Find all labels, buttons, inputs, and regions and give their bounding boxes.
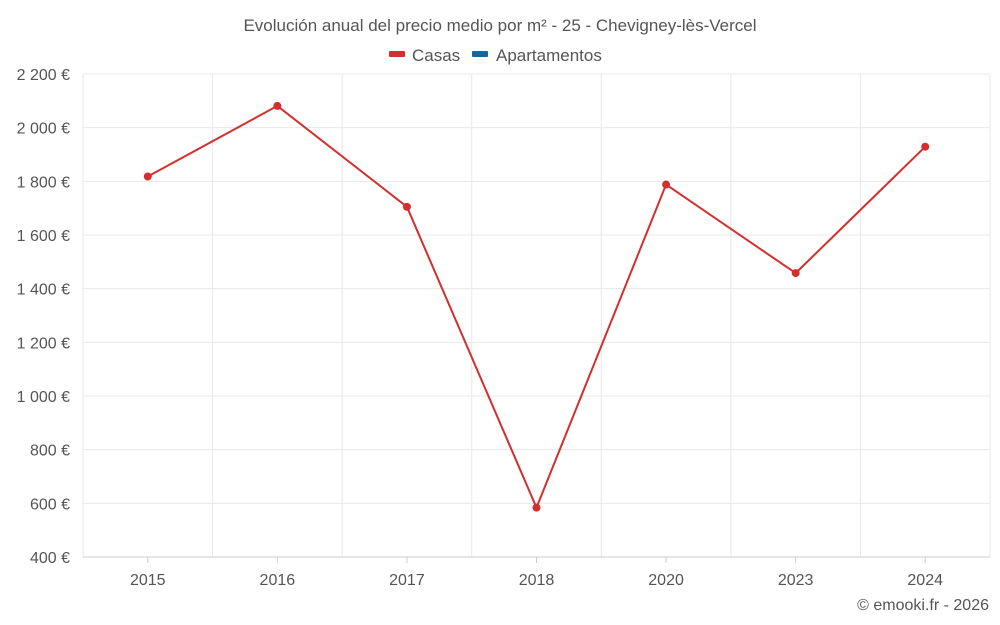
x-tick-label: 2015 [130,572,166,589]
series-casas [143,101,930,512]
x-tick-label: 2018 [519,572,555,589]
legend-label-apartamentos[interactable]: Apartamentos [496,46,602,65]
gridlines [82,73,991,557]
y-tick-label: 1 200 € [17,335,70,352]
data-point-casas-2017[interactable] [402,202,411,211]
axes: 400 € 600 € 800 € 1 000 € 1 200 € 1 400 € 1 60… [17,67,990,589]
data-point-casas-2018[interactable] [532,503,541,512]
data-point-casas-2016[interactable] [273,101,282,110]
y-tick-label: 1 000 € [17,389,70,406]
x-tick-label: 2024 [907,572,943,589]
series-line-casas [147,104,926,509]
x-tick-label: 2017 [389,572,425,589]
data-point-casas-2020[interactable] [662,180,671,189]
y-tick-label: 400 € [30,550,70,567]
legend-swatch-casas [389,51,405,57]
legend-label-casas[interactable]: Casas [412,46,460,65]
x-tick-label: 2016 [260,572,296,589]
data-point-casas-2023[interactable] [791,269,800,278]
legend-swatch-apartamentos [472,51,488,57]
y-tick-label: 800 € [30,443,70,460]
y-tick-label: 2 200 € [17,67,70,84]
y-tick-label: 1 400 € [17,282,70,299]
data-point-casas-2024[interactable] [921,142,930,151]
legend: Casas Apartamentos [389,46,602,65]
y-tick-label: 2 000 € [17,121,70,138]
chart-title: Evolución anual del precio medio por m² … [243,16,756,35]
data-point-casas-2015[interactable] [143,172,152,181]
credit-label: © emooki.fr - 2026 [857,597,989,614]
x-tick-label: 2020 [648,572,684,589]
y-tick-label: 600 € [30,496,70,513]
y-tick-label: 1 600 € [17,228,70,245]
x-tick-label: 2023 [778,572,814,589]
y-tick-label: 1 800 € [17,174,70,191]
